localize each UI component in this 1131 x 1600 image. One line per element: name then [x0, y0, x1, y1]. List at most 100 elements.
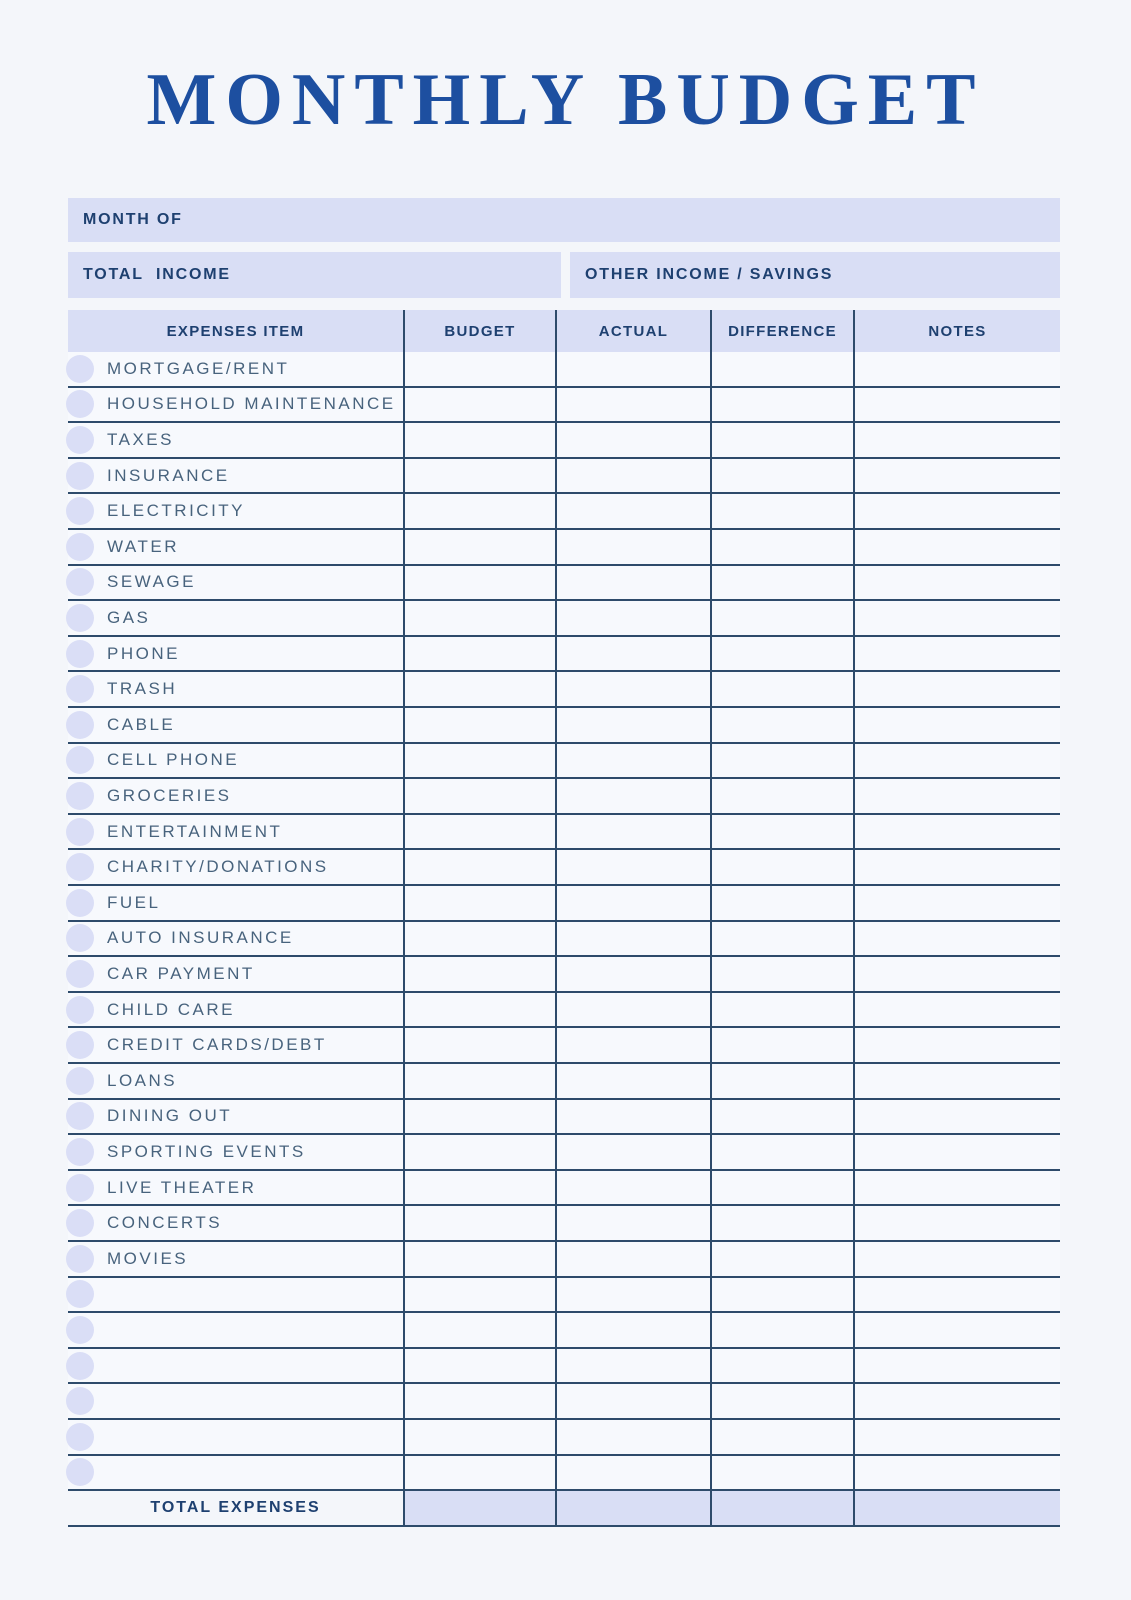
actual-cell[interactable]	[555, 779, 710, 813]
actual-cell[interactable]	[555, 1277, 710, 1312]
actual-cell[interactable]	[555, 992, 710, 1027]
budget-cell[interactable]	[403, 886, 555, 920]
difference-cell[interactable]	[710, 708, 853, 742]
budget-cell[interactable]	[403, 530, 555, 564]
budget-cell[interactable]	[403, 387, 555, 422]
actual-cell[interactable]	[555, 1028, 710, 1062]
budget-cell[interactable]	[403, 1241, 555, 1276]
notes-cell[interactable]	[853, 850, 1060, 884]
notes-cell[interactable]	[853, 1313, 1060, 1347]
actual-cell[interactable]	[555, 1170, 710, 1205]
budget-cell[interactable]	[403, 458, 555, 493]
difference-cell[interactable]	[710, 1099, 853, 1134]
notes-cell[interactable]	[853, 1099, 1060, 1134]
budget-cell[interactable]	[403, 423, 555, 457]
difference-cell[interactable]	[710, 1135, 853, 1169]
difference-cell[interactable]	[710, 1277, 853, 1312]
notes-cell[interactable]	[853, 886, 1060, 920]
notes-cell[interactable]	[853, 814, 1060, 849]
actual-cell[interactable]	[555, 814, 710, 849]
difference-cell[interactable]	[710, 1384, 853, 1418]
actual-cell[interactable]	[555, 921, 710, 956]
actual-cell[interactable]	[555, 601, 710, 635]
total-actual-cell[interactable]	[555, 1491, 710, 1526]
actual-cell[interactable]	[555, 708, 710, 742]
budget-cell[interactable]	[403, 1206, 555, 1240]
budget-cell[interactable]	[403, 1099, 555, 1134]
budget-cell[interactable]	[403, 1313, 555, 1347]
difference-cell[interactable]	[710, 1241, 853, 1276]
difference-cell[interactable]	[710, 850, 853, 884]
difference-cell[interactable]	[710, 494, 853, 529]
budget-cell[interactable]	[403, 1063, 555, 1098]
difference-cell[interactable]	[710, 458, 853, 493]
budget-cell[interactable]	[403, 957, 555, 991]
budget-cell[interactable]	[403, 565, 555, 600]
actual-cell[interactable]	[555, 1099, 710, 1134]
total-difference-cell[interactable]	[710, 1491, 853, 1526]
budget-cell[interactable]	[403, 921, 555, 956]
difference-cell[interactable]	[710, 779, 853, 813]
actual-cell[interactable]	[555, 672, 710, 707]
difference-cell[interactable]	[710, 636, 853, 671]
notes-cell[interactable]	[853, 743, 1060, 778]
difference-cell[interactable]	[710, 387, 853, 422]
budget-cell[interactable]	[403, 352, 555, 386]
actual-cell[interactable]	[555, 743, 710, 778]
difference-cell[interactable]	[710, 921, 853, 956]
difference-cell[interactable]	[710, 601, 853, 635]
budget-cell[interactable]	[403, 1419, 555, 1454]
difference-cell[interactable]	[710, 992, 853, 1027]
notes-cell[interactable]	[853, 352, 1060, 386]
notes-cell[interactable]	[853, 1348, 1060, 1383]
notes-cell[interactable]	[853, 636, 1060, 671]
budget-cell[interactable]	[403, 1384, 555, 1418]
notes-cell[interactable]	[853, 708, 1060, 742]
actual-cell[interactable]	[555, 886, 710, 920]
actual-cell[interactable]	[555, 636, 710, 671]
difference-cell[interactable]	[710, 886, 853, 920]
actual-cell[interactable]	[555, 1313, 710, 1347]
budget-cell[interactable]	[403, 1277, 555, 1312]
budget-cell[interactable]	[403, 601, 555, 635]
notes-cell[interactable]	[853, 601, 1060, 635]
total-income-field[interactable]: TOTAL INCOME	[68, 252, 561, 299]
notes-cell[interactable]	[853, 1419, 1060, 1454]
notes-cell[interactable]	[853, 530, 1060, 564]
budget-cell[interactable]	[403, 708, 555, 742]
difference-cell[interactable]	[710, 743, 853, 778]
difference-cell[interactable]	[710, 352, 853, 386]
budget-cell[interactable]	[403, 1170, 555, 1205]
actual-cell[interactable]	[555, 1455, 710, 1490]
notes-cell[interactable]	[853, 494, 1060, 529]
budget-cell[interactable]	[403, 992, 555, 1027]
notes-cell[interactable]	[853, 1135, 1060, 1169]
total-notes-cell[interactable]	[853, 1491, 1060, 1526]
actual-cell[interactable]	[555, 458, 710, 493]
difference-cell[interactable]	[710, 1063, 853, 1098]
notes-cell[interactable]	[853, 1206, 1060, 1240]
actual-cell[interactable]	[555, 1419, 710, 1454]
notes-cell[interactable]	[853, 1028, 1060, 1062]
notes-cell[interactable]	[853, 1384, 1060, 1418]
other-income-field[interactable]: OTHER INCOME / SAVINGS	[570, 252, 1060, 299]
notes-cell[interactable]	[853, 957, 1060, 991]
difference-cell[interactable]	[710, 1313, 853, 1347]
actual-cell[interactable]	[555, 1241, 710, 1276]
notes-cell[interactable]	[853, 1063, 1060, 1098]
actual-cell[interactable]	[555, 352, 710, 386]
budget-cell[interactable]	[403, 1348, 555, 1383]
budget-cell[interactable]	[403, 814, 555, 849]
notes-cell[interactable]	[853, 672, 1060, 707]
budget-cell[interactable]	[403, 672, 555, 707]
actual-cell[interactable]	[555, 1348, 710, 1383]
difference-cell[interactable]	[710, 1206, 853, 1240]
notes-cell[interactable]	[853, 992, 1060, 1027]
actual-cell[interactable]	[555, 530, 710, 564]
actual-cell[interactable]	[555, 1063, 710, 1098]
notes-cell[interactable]	[853, 458, 1060, 493]
difference-cell[interactable]	[710, 423, 853, 457]
notes-cell[interactable]	[853, 423, 1060, 457]
notes-cell[interactable]	[853, 779, 1060, 813]
notes-cell[interactable]	[853, 565, 1060, 600]
